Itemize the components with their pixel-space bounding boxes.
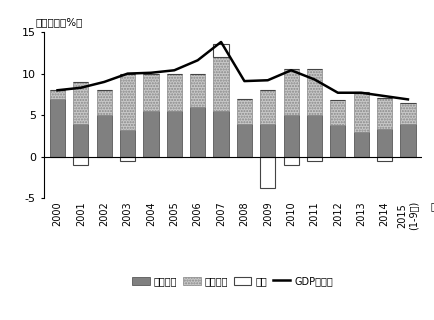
Bar (143, 111, 158, 157)
Bar (376, 129, 391, 157)
Bar (120, 130, 135, 157)
Bar (213, 44, 228, 57)
Bar (306, 157, 321, 161)
Bar (143, 74, 158, 111)
Bar (306, 115, 321, 157)
Legend: 最終消費, 資本形成, 外需, GDP成長率: 最終消費, 資本形成, 外需, GDP成長率 (128, 272, 336, 290)
Bar (353, 92, 368, 132)
Bar (353, 132, 368, 157)
Bar (166, 111, 181, 157)
Bar (376, 157, 391, 161)
Bar (376, 98, 391, 129)
Bar (329, 125, 345, 157)
Bar (260, 124, 275, 157)
Bar (283, 69, 298, 115)
Bar (260, 90, 275, 124)
Bar (306, 69, 321, 115)
Bar (283, 115, 298, 157)
Bar (120, 74, 135, 130)
Bar (236, 99, 251, 124)
Bar (166, 74, 181, 111)
Bar (260, 157, 275, 188)
Bar (50, 90, 65, 99)
Bar (190, 107, 205, 157)
Bar (399, 124, 414, 157)
Text: （前年比、%）: （前年比、%） (36, 17, 83, 27)
Bar (190, 74, 205, 107)
Bar (283, 157, 298, 165)
Text: （年）: （年） (429, 201, 434, 211)
Bar (236, 124, 251, 157)
Bar (213, 111, 228, 157)
Bar (329, 100, 345, 125)
Bar (50, 99, 65, 157)
Bar (96, 90, 112, 115)
Bar (213, 57, 228, 111)
Bar (73, 82, 88, 124)
Bar (120, 157, 135, 161)
Bar (73, 157, 88, 165)
Bar (73, 124, 88, 157)
Bar (399, 103, 414, 124)
Bar (96, 115, 112, 157)
